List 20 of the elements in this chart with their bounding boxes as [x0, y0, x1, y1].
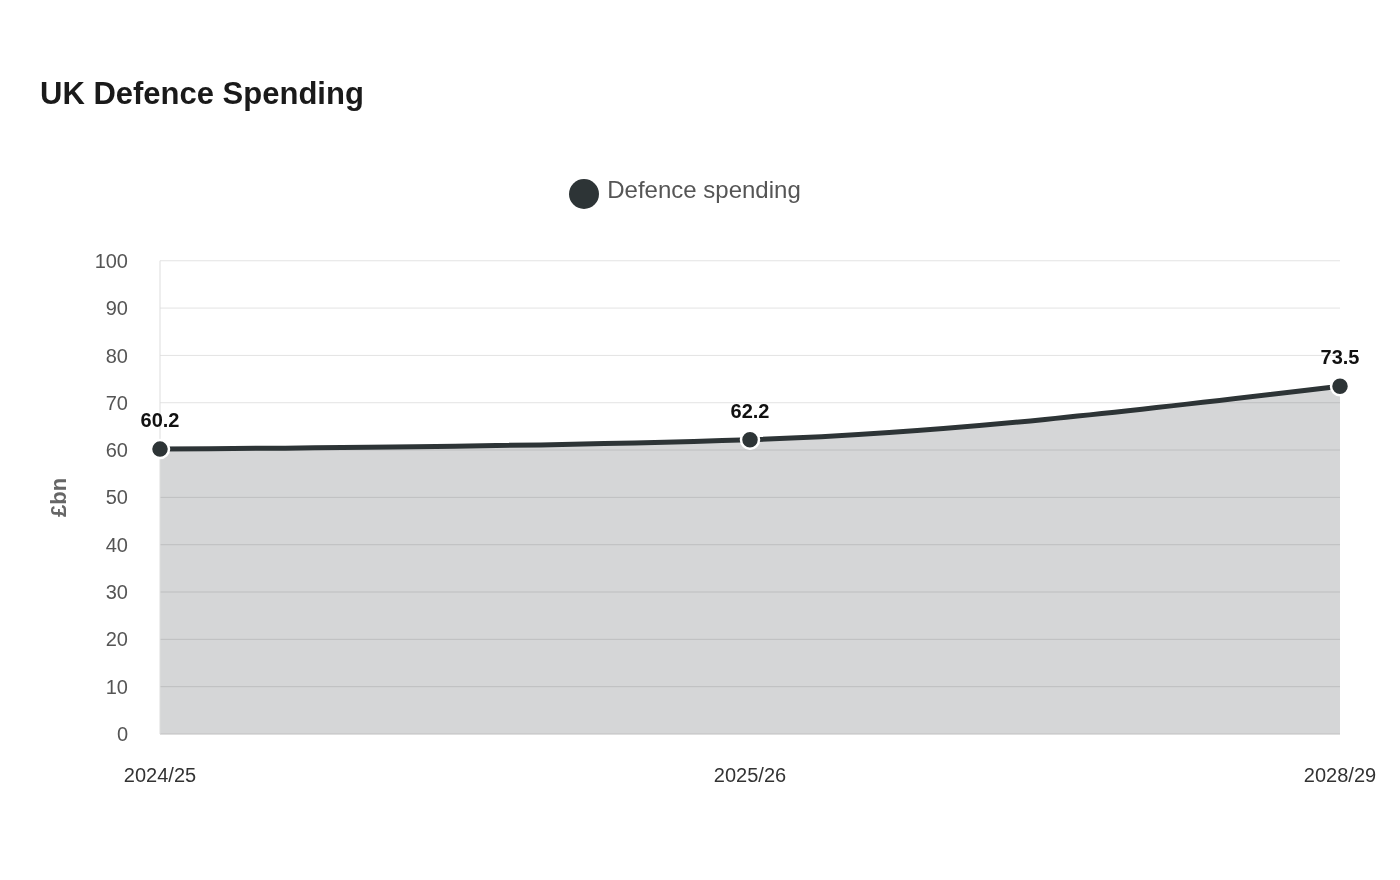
- y-tick-label: 10: [105, 675, 128, 698]
- y-tick-label: 60: [105, 439, 128, 462]
- y-tick-label: 100: [94, 249, 128, 272]
- legend-label: Defence spending: [607, 176, 801, 203]
- data-label: 60.2: [140, 409, 180, 432]
- y-tick-label: 50: [105, 486, 128, 509]
- y-tick-label: 90: [105, 297, 128, 320]
- y-tick-label: 70: [105, 391, 128, 414]
- y-tick-label: 0: [116, 723, 128, 746]
- data-label: 62.2: [730, 399, 770, 422]
- x-tick-label: 2024/25: [123, 764, 197, 787]
- x-tick-label: 2028/29: [1303, 764, 1377, 787]
- y-tick-label: 20: [105, 628, 128, 651]
- y-tick-label: 30: [105, 581, 128, 604]
- chart-title: UK Defence Spending: [40, 76, 364, 112]
- y-tick-label: 80: [105, 344, 128, 367]
- x-tick-label: 2025/26: [713, 764, 787, 787]
- y-axis-title: £bn: [45, 477, 71, 517]
- data-label: 73.5: [1320, 346, 1360, 369]
- y-tick-label: 40: [105, 533, 128, 556]
